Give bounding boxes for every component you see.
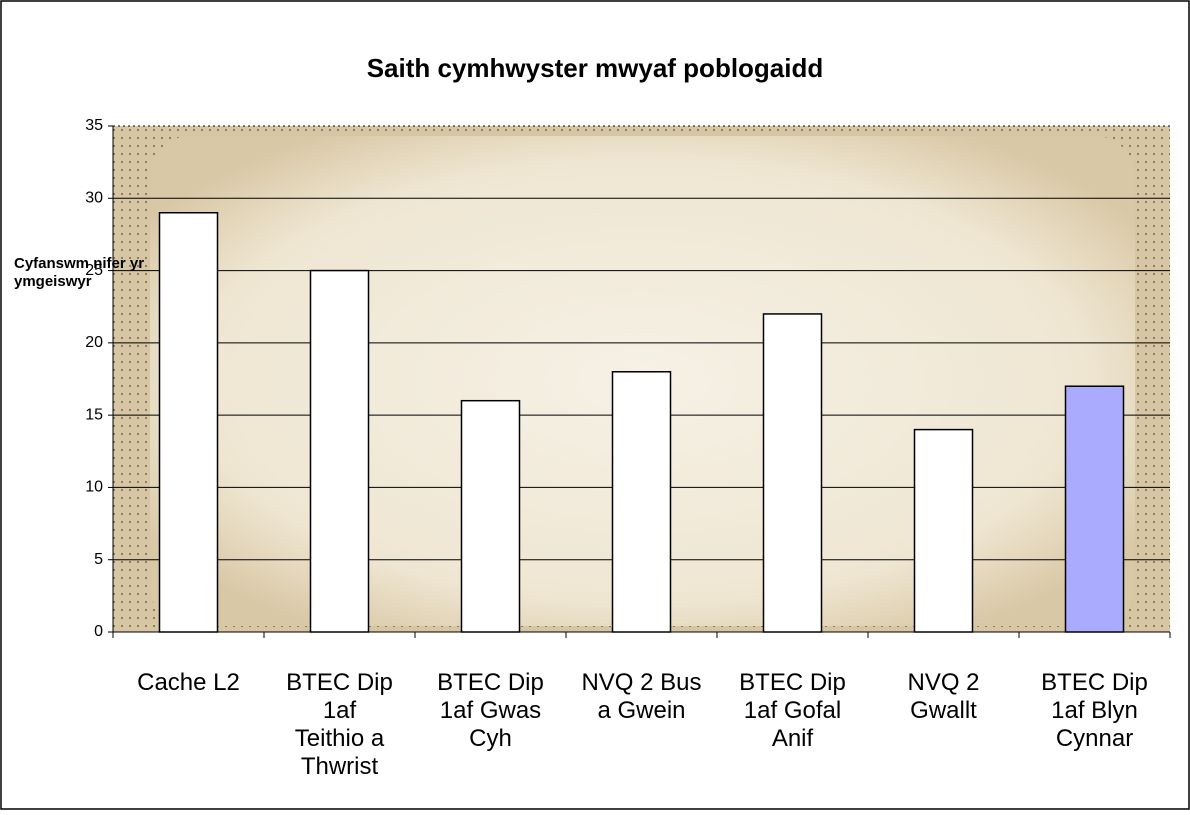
y-tick-label: 10	[85, 479, 103, 496]
chart-title: Saith cymhwyster mwyaf poblogaidd	[367, 53, 824, 83]
y-tick-label: 25	[85, 262, 103, 279]
y-axis-label-text: Cyfanswm nifer yr ymgeiswyr	[14, 255, 144, 290]
x-tick-label: BTEC Dip 1af Gwas Cyh	[437, 669, 544, 752]
x-tick-label: BTEC Dip 1af Teithio a Thwrist	[286, 669, 393, 780]
y-tick-label: 30	[85, 190, 103, 207]
y-tick-label: 35	[85, 117, 103, 134]
x-tick-label: BTEC Dip 1af Gofal Anif	[739, 669, 846, 752]
bar	[309, 269, 370, 633]
y-tick-label: 15	[85, 406, 103, 423]
x-tick-label: BTEC Dip 1af Blyn Cynnar	[1041, 669, 1148, 752]
x-tick-label: NVQ 2 Bus a Gwein	[581, 669, 701, 724]
x-tick-label: Cache L2	[137, 669, 240, 696]
bar	[762, 313, 823, 633]
bar	[913, 428, 974, 633]
x-tick-label: NVQ 2 Gwallt	[907, 669, 979, 724]
bar	[611, 371, 672, 633]
bar	[460, 399, 521, 633]
y-tick-label: 5	[94, 551, 103, 568]
y-tick-label: 0	[94, 623, 103, 640]
bar	[1064, 385, 1125, 633]
y-axis-label: Cyfanswm nifer yr ymgeiswyr	[14, 255, 144, 290]
bar	[158, 211, 219, 633]
y-tick-label: 20	[85, 334, 103, 351]
